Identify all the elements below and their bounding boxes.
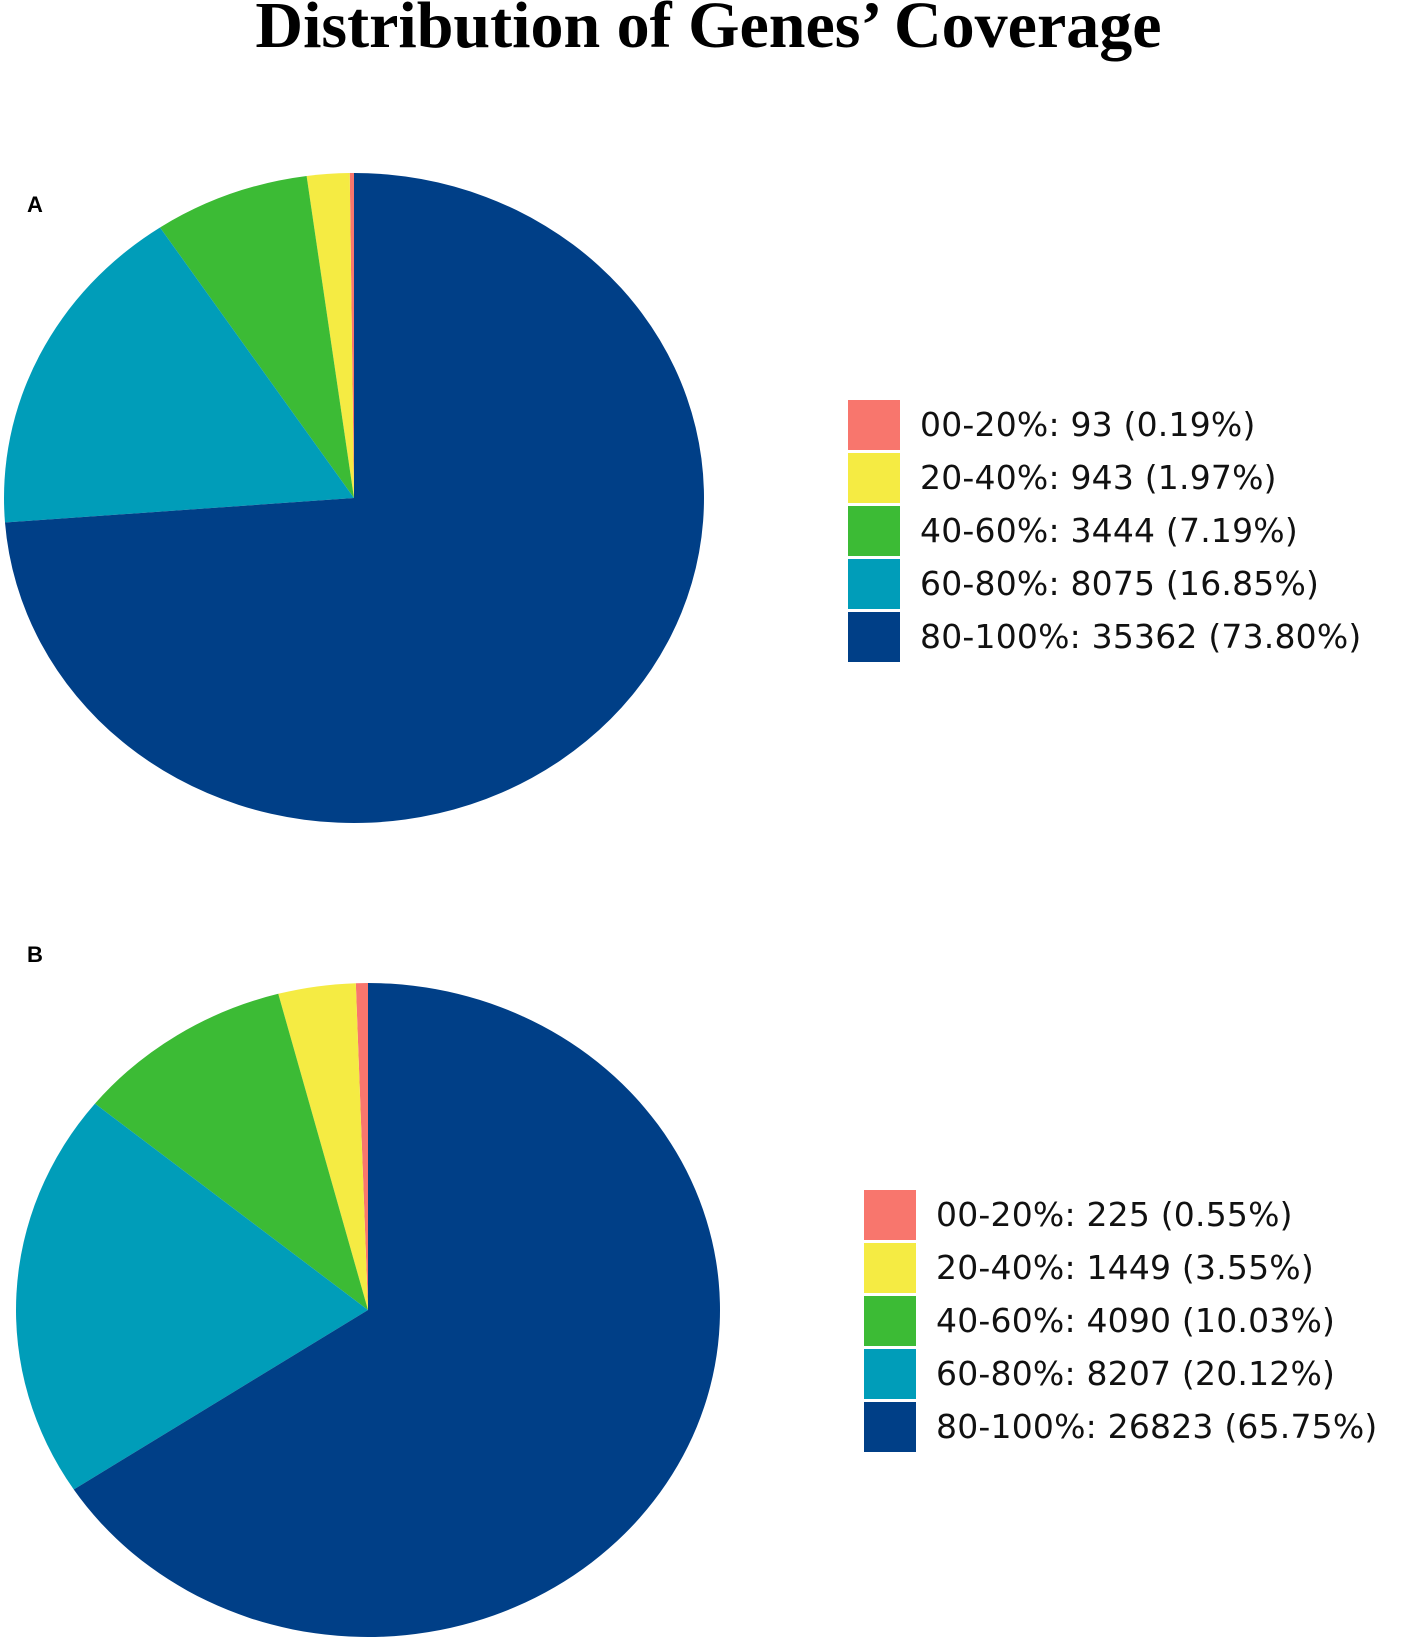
pie-slice-20-40pct	[278, 983, 368, 1310]
pie-chart-b	[15, 983, 721, 1637]
legend-swatch	[848, 452, 900, 503]
legend-item: 60-80%: 8207 (20.12%)	[864, 1347, 1378, 1400]
legend-item: 00-20%: 93 (0.19%)	[848, 398, 1362, 451]
pie-slice-40-60pct	[94, 993, 368, 1310]
legend-label: 40-60%: 3444 (7.19%)	[920, 511, 1298, 550]
legend-swatch	[864, 1401, 916, 1452]
legend-swatch	[864, 1295, 916, 1346]
legend-label: 20-40%: 943 (1.97%)	[920, 458, 1277, 497]
legend-swatch	[848, 611, 900, 662]
pie-slice-60-80pct	[15, 1103, 368, 1490]
pie-slice-80-100pct	[73, 983, 721, 1637]
legend-label: 60-80%: 8075 (16.85%)	[920, 564, 1320, 603]
legend-label: 40-60%: 4090 (10.03%)	[936, 1301, 1336, 1340]
legend-a: 00-20%: 93 (0.19%) 20-40%: 943 (1.97%) 4…	[848, 398, 1362, 663]
legend-item: 80-100%: 26823 (65.75%)	[864, 1400, 1378, 1453]
pie-slice-60-80pct	[3, 227, 354, 523]
legend-item: 00-20%: 225 (0.55%)	[864, 1188, 1378, 1241]
legend-label: 80-100%: 35362 (73.80%)	[920, 617, 1362, 656]
legend-label: 00-20%: 225 (0.55%)	[936, 1195, 1293, 1234]
legend-item: 20-40%: 1449 (3.55%)	[864, 1241, 1378, 1294]
legend-b: 00-20%: 225 (0.55%) 20-40%: 1449 (3.55%)…	[864, 1188, 1378, 1453]
legend-swatch	[864, 1189, 916, 1240]
legend-item: 60-80%: 8075 (16.85%)	[848, 557, 1362, 610]
panel-b: B 00-20%: 225 (0.55%) 20-40%: 1449 (3.55…	[0, 900, 1417, 1640]
legend-swatch	[848, 558, 900, 609]
pie-chart-a	[3, 173, 705, 823]
legend-item: 80-100%: 35362 (73.80%)	[848, 610, 1362, 663]
pie-slice-00-20pct	[349, 173, 354, 498]
panel-letter: A	[27, 192, 43, 217]
legend-swatch	[864, 1348, 916, 1399]
pie-slice-40-60pct	[160, 175, 354, 498]
legend-label: 20-40%: 1449 (3.55%)	[936, 1248, 1314, 1287]
legend-label: 80-100%: 26823 (65.75%)	[936, 1407, 1378, 1446]
legend-label: 00-20%: 93 (0.19%)	[920, 405, 1256, 444]
legend-swatch	[848, 505, 900, 556]
legend-item: 40-60%: 4090 (10.03%)	[864, 1294, 1378, 1347]
legend-item: 40-60%: 3444 (7.19%)	[848, 504, 1362, 557]
pie-slice-00-20pct	[355, 983, 368, 1310]
legend-item: 20-40%: 943 (1.97%)	[848, 451, 1362, 504]
legend-label: 60-80%: 8207 (20.12%)	[936, 1354, 1336, 1393]
figure-title: Distribution of Genes’ Coverage	[255, 0, 1162, 62]
panel-a: A 00-20%: 93 (0.19%) 20-40%: 943 (1.97%)…	[0, 150, 1417, 870]
pie-slice-80-100pct	[4, 173, 705, 823]
legend-swatch	[848, 399, 900, 450]
legend-swatch	[864, 1242, 916, 1293]
panel-letter: B	[27, 942, 43, 967]
pie-slice-20-40pct	[306, 173, 354, 498]
